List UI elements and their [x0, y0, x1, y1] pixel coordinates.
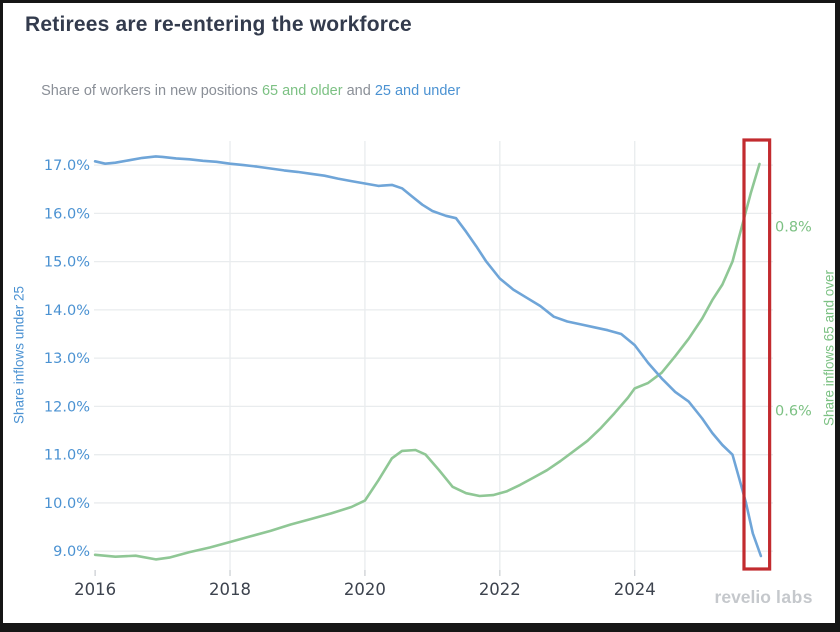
left-axis-tick-label: 16.0%: [44, 206, 90, 222]
left-axis-tick-label: 17.0%: [44, 158, 90, 174]
left-axis-title: Share inflows under 25: [11, 285, 27, 425]
watermark-brand: revelio: [714, 587, 771, 607]
watermark-suffix: labs: [775, 587, 813, 607]
x-tick-label: 2018: [209, 580, 251, 599]
chart-title: Retirees are re-entering the workforce: [25, 13, 412, 36]
subtitle-prefix: Share of workers in new positions: [41, 83, 262, 99]
subtitle-connector: and: [342, 83, 375, 99]
left-axis-tick-label: 11.0%: [44, 448, 90, 464]
x-tick-label: 2016: [74, 580, 116, 599]
left-axis-tick-label: 12.0%: [44, 399, 90, 415]
left-axis-tick-label: 9.0%: [53, 544, 90, 560]
left-axis-tick-label: 14.0%: [44, 303, 90, 319]
chart-subtitle: Share of workers in new positions 65 and…: [25, 67, 460, 115]
line-chart: 2016 2018 2020 2022 2024 17.0% 16.0% 15.0% 14.0%…: [44, 138, 812, 599]
series-line-65-and-older: [93, 162, 761, 561]
highlight-box: [742, 138, 772, 571]
right-axis-title: Share inflows 65 and over: [821, 269, 837, 427]
watermark-revelio-labs: revelio labs: [715, 587, 813, 608]
x-tick-label: 2020: [344, 580, 386, 599]
right-axis-tick-label: 0.6%: [775, 403, 812, 419]
left-axis-tick-label: 10.0%: [44, 496, 90, 512]
left-axis-tick-label: 15.0%: [44, 255, 90, 271]
x-tick-label: 2022: [479, 580, 521, 599]
subtitle-25-and-under: 25 and under: [374, 83, 461, 99]
left-axis-tick-label: 13.0%: [44, 351, 90, 367]
series-line-25-and-under: [93, 155, 763, 558]
right-axis-tick-label: 0.8%: [775, 220, 812, 236]
subtitle-65-and-older: 65 and older: [261, 83, 343, 99]
x-tick-label: 2024: [614, 580, 656, 599]
